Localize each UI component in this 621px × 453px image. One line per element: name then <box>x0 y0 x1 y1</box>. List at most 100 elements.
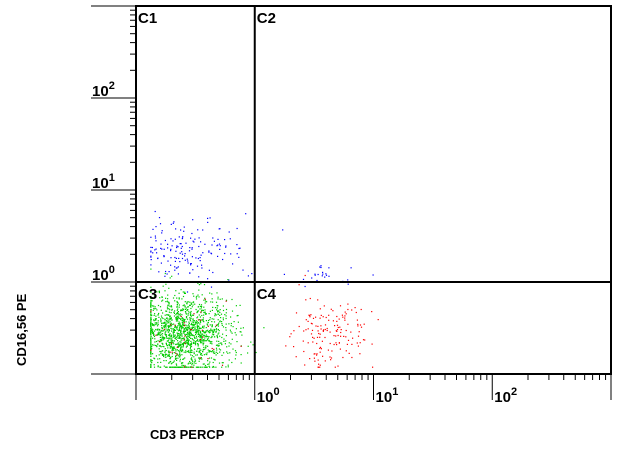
data-point-1 <box>198 314 200 316</box>
data-point-1 <box>168 327 170 329</box>
data-point-1 <box>168 331 170 333</box>
data-point-0 <box>160 247 162 249</box>
data-point-1 <box>187 314 189 316</box>
data-point-4 <box>150 349 152 351</box>
data-point-1 <box>214 359 216 361</box>
data-point-1 <box>187 306 189 308</box>
data-point-1 <box>150 290 152 292</box>
data-point-1 <box>150 327 152 329</box>
data-point-1 <box>153 335 156 338</box>
data-point-1 <box>167 298 169 300</box>
data-point-1 <box>214 336 216 338</box>
data-point-1 <box>150 333 152 335</box>
data-point-1 <box>191 324 193 326</box>
data-point-1 <box>230 322 232 325</box>
data-point-1 <box>150 346 152 348</box>
data-point-1 <box>190 343 193 345</box>
data-point-1 <box>180 327 182 329</box>
data-point-1 <box>224 343 226 345</box>
data-point-2 <box>371 311 373 313</box>
data-point-1 <box>178 326 181 328</box>
data-point-4 <box>183 325 186 327</box>
data-point-1 <box>235 328 237 330</box>
data-point-1 <box>165 327 167 329</box>
data-point-1 <box>205 327 207 329</box>
data-point-1 <box>204 300 207 302</box>
data-point-1 <box>173 340 175 342</box>
data-point-2 <box>332 310 334 312</box>
data-point-1 <box>178 292 180 294</box>
data-point-1 <box>179 343 181 345</box>
data-point-1 <box>203 363 205 365</box>
data-point-4 <box>200 319 202 321</box>
data-point-0 <box>181 245 183 248</box>
data-point-2 <box>305 319 307 321</box>
data-point-1 <box>235 305 237 307</box>
data-point-1 <box>225 340 227 342</box>
data-point-1 <box>176 332 178 334</box>
data-point-1 <box>165 360 167 362</box>
data-point-1 <box>235 351 237 354</box>
data-point-1 <box>215 331 217 333</box>
data-point-1 <box>161 337 163 339</box>
data-point-1 <box>171 366 173 368</box>
data-point-1 <box>178 332 180 335</box>
data-point-1 <box>213 334 215 336</box>
data-point-1 <box>199 320 201 322</box>
data-point-1 <box>150 318 152 320</box>
data-point-0 <box>184 253 186 255</box>
data-point-1 <box>197 366 200 368</box>
data-point-1 <box>178 328 181 330</box>
data-point-1 <box>180 339 182 341</box>
data-point-2 <box>340 331 342 334</box>
data-point-0 <box>175 250 177 252</box>
data-point-1 <box>162 345 164 347</box>
data-point-1 <box>181 351 183 353</box>
data-point-1 <box>221 321 223 323</box>
data-point-1 <box>197 316 199 318</box>
data-point-1 <box>175 336 177 338</box>
data-point-1 <box>187 313 189 315</box>
data-point-1 <box>184 291 186 293</box>
data-point-1 <box>196 350 198 352</box>
data-point-0 <box>189 247 191 249</box>
data-point-1 <box>159 328 161 331</box>
data-point-1 <box>158 329 160 331</box>
data-point-4 <box>204 298 206 300</box>
data-point-2 <box>320 325 322 327</box>
data-point-1 <box>158 290 160 292</box>
data-point-1 <box>157 320 159 322</box>
data-point-1 <box>182 323 184 325</box>
data-point-0 <box>238 247 240 250</box>
data-point-0 <box>161 230 163 232</box>
data-point-1 <box>167 355 169 357</box>
data-point-0 <box>194 238 196 240</box>
data-point-2 <box>316 342 318 345</box>
data-point-1 <box>171 275 173 277</box>
data-point-1 <box>171 355 173 358</box>
data-point-1 <box>201 358 203 360</box>
data-point-1 <box>198 360 200 362</box>
data-point-1 <box>178 298 180 300</box>
data-point-0 <box>150 264 152 266</box>
data-point-2 <box>360 326 363 328</box>
data-point-4 <box>176 354 178 356</box>
data-point-2 <box>328 319 330 321</box>
data-point-1 <box>162 330 164 332</box>
data-point-1 <box>150 286 152 288</box>
data-point-0 <box>184 259 186 261</box>
data-point-2 <box>357 345 359 347</box>
data-point-0 <box>197 257 199 260</box>
data-point-1 <box>195 354 197 356</box>
data-point-1 <box>188 344 191 346</box>
data-point-1 <box>202 319 204 321</box>
data-point-2 <box>319 333 321 335</box>
data-point-1 <box>156 291 158 293</box>
data-point-1 <box>151 314 153 316</box>
data-point-1 <box>182 337 184 339</box>
data-point-1 <box>169 321 171 323</box>
data-point-1 <box>184 305 186 307</box>
data-point-1 <box>156 323 158 325</box>
data-point-1 <box>225 329 227 331</box>
data-point-1 <box>190 312 192 314</box>
